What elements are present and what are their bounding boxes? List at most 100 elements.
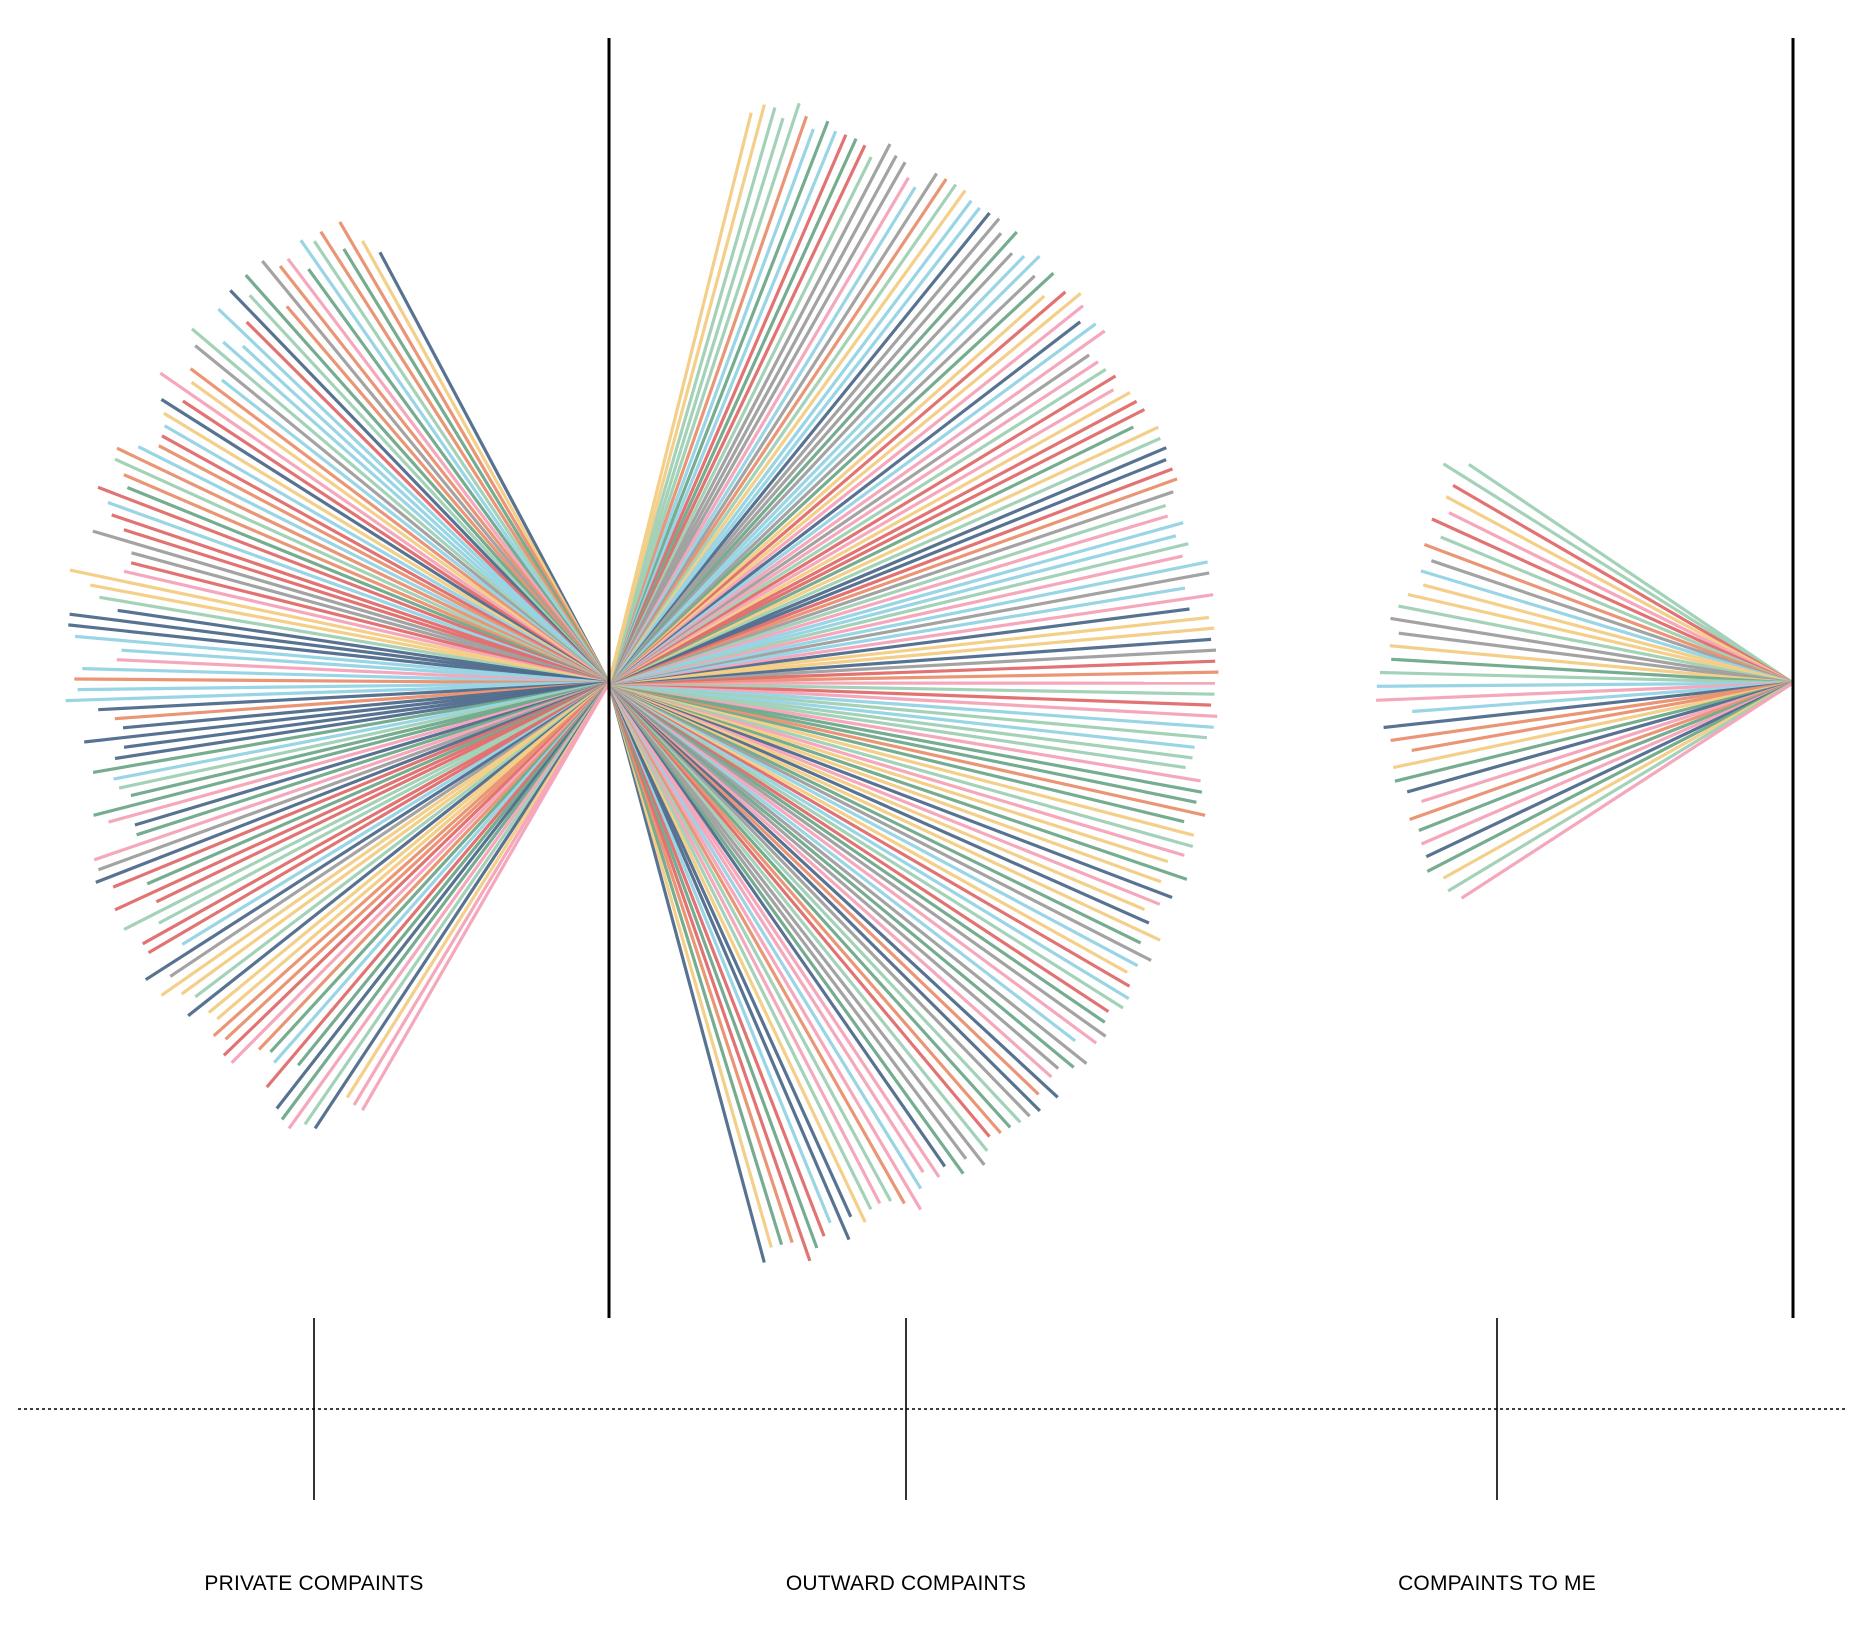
fan-line-1-43 (608, 681, 1131, 988)
fan-line-1-32 (607, 681, 1053, 1079)
fan-line-1-112 (607, 294, 1046, 685)
fan-line-1-81 (608, 586, 1186, 685)
fan-line-1-101 (608, 388, 1115, 685)
fan-line-2-0 (1468, 463, 1794, 685)
fan-line-1-132 (607, 143, 892, 684)
fan-line-1-35 (608, 681, 1088, 1065)
fan-line-1-134 (607, 144, 867, 684)
fan-line-1-50 (608, 681, 1146, 911)
fan-line-0-72 (97, 681, 610, 872)
fan-line-0-39 (123, 528, 610, 685)
fan-line-1-89 (608, 503, 1167, 685)
fan-line-2-17 (1379, 670, 1794, 685)
fan-line-1-25 (607, 681, 1002, 1135)
fan-line-1-53 (608, 681, 1162, 884)
fan-line-0-4 (319, 230, 611, 684)
fan-line-0-76 (114, 681, 610, 912)
fan-line-0-73 (95, 681, 610, 884)
fan-line-0-66 (130, 681, 610, 798)
fan-line-1-23 (607, 681, 989, 1152)
fan-line-1-40 (608, 681, 1110, 1013)
fan-line-0-78 (123, 681, 610, 931)
fan-line-1-4 (607, 682, 812, 1262)
fan-line-1-39 (608, 681, 1106, 1024)
fan-line-1-27 (607, 681, 1022, 1124)
fan-line-1-8 (607, 682, 851, 1241)
fan-line-1-129 (607, 176, 910, 684)
fan-line-0-51 (121, 648, 610, 685)
fan-line-1-69 (608, 681, 1218, 718)
fan-line-0-89 (207, 681, 611, 1014)
fan-line-2-29 (1418, 681, 1794, 832)
fan-line-0-75 (146, 681, 610, 886)
fan-line-1-68 (608, 681, 1214, 729)
fan-line-2-26 (1406, 681, 1794, 794)
fan-line-0-68 (108, 681, 610, 824)
fan-line-1-56 (608, 681, 1185, 857)
fan-line-1-60 (608, 681, 1206, 817)
fan-line-1-13 (607, 682, 893, 1202)
fan-line-2-35 (1460, 681, 1794, 900)
fan-line-0-5 (312, 240, 611, 684)
fan-line-1-96 (608, 425, 1159, 685)
fan-line-1-107 (608, 322, 1097, 685)
fan-line-0-84 (169, 681, 610, 978)
fan-line-1-88 (608, 514, 1169, 685)
fan-line-2-25 (1394, 681, 1794, 783)
fan-line-0-55 (77, 681, 610, 692)
fan-line-1-87 (608, 521, 1184, 685)
fan-line-1-127 (607, 172, 938, 684)
fan-line-1-126 (607, 178, 948, 684)
fan-line-0-43 (123, 569, 610, 685)
fan-line-0-63 (92, 681, 610, 774)
fan-line-2-4 (1448, 511, 1794, 685)
fan-line-1-92 (608, 467, 1174, 685)
fan-line-0-93 (222, 681, 611, 1057)
fan-line-1-28 (607, 681, 1031, 1118)
fan-line-0-28 (163, 424, 610, 685)
fan-line-2-3 (1445, 495, 1794, 685)
fan-line-1-36 (608, 681, 1077, 1043)
fan-line-0-25 (182, 399, 610, 685)
fan-line-1-118 (607, 230, 1018, 685)
fan-line-1-7 (607, 682, 832, 1224)
fan-line-1-139 (607, 128, 815, 684)
fan-line-0-67 (93, 681, 610, 817)
fan-line-0-49 (68, 623, 610, 685)
fan-line-0-69 (134, 681, 610, 827)
fan-line-1-121 (607, 211, 991, 685)
fan-line-1-124 (607, 189, 967, 684)
fan-line-2-14 (1398, 631, 1794, 685)
fan-line-1-44 (608, 681, 1128, 974)
fan-line-1-98 (608, 408, 1146, 685)
fan-line-1-10 (607, 682, 867, 1223)
fan-line-0-19 (190, 327, 611, 685)
category-label-outward: OUTWARD COMPAINTS (785, 1572, 1027, 1595)
fan-line-0-90 (216, 681, 611, 1021)
fan-line-0-8 (286, 257, 611, 684)
fan-line-1-109 (608, 304, 1084, 685)
fan-line-2-8 (1430, 559, 1794, 685)
fan-line-0-106 (352, 682, 611, 1106)
fan-line-0-98 (265, 681, 611, 1089)
fan-line-1-130 (607, 161, 907, 684)
fan-line-0-1 (361, 240, 611, 684)
fan-line-1-21 (607, 682, 968, 1160)
fan-line-0-61 (123, 681, 610, 749)
fan-line-1-26 (607, 681, 1012, 1129)
fan-line-1-84 (608, 554, 1183, 685)
fan-line-2-2 (1452, 484, 1794, 685)
fan-line-1-119 (607, 232, 1003, 685)
fan-line-1-20 (607, 682, 965, 1175)
fan-line-0-40 (92, 529, 610, 685)
fan-line-2-15 (1389, 644, 1794, 685)
fan-line-1-131 (607, 154, 898, 684)
fan-line-2-19 (1376, 681, 1794, 702)
fan-line-1-73 (608, 670, 1219, 685)
fan-line-2-12 (1398, 604, 1794, 685)
fan-line-0-59 (122, 681, 610, 730)
fan-line-0-44 (69, 568, 610, 685)
fan-line-1-2 (607, 682, 784, 1246)
fan-line-0-20 (194, 344, 611, 685)
fan-line-1-6 (607, 682, 826, 1237)
